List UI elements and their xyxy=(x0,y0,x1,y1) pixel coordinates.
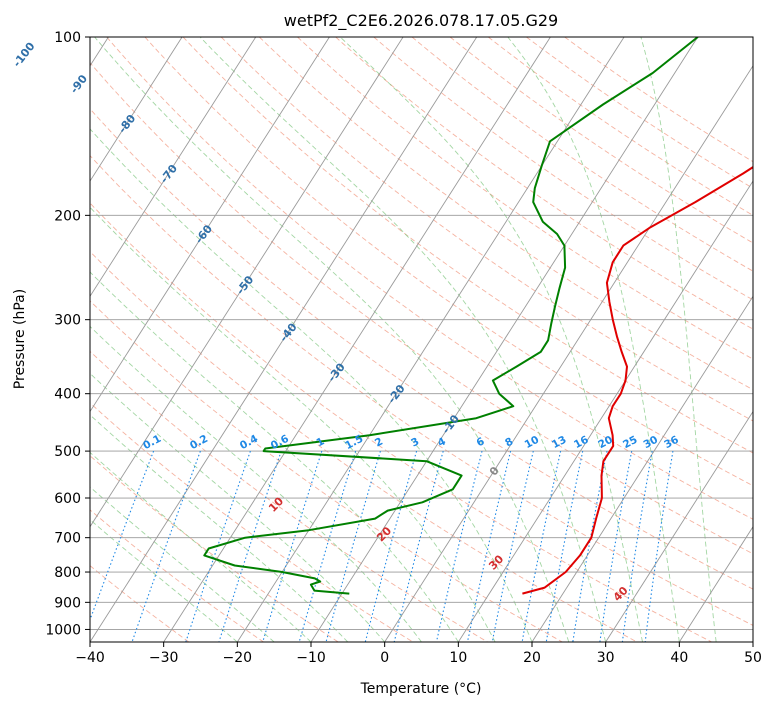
x-tick-label: 30 xyxy=(597,650,615,666)
y-tick-label: 300 xyxy=(54,313,81,329)
y-tick-label: 200 xyxy=(54,208,81,224)
y-tick-label: 600 xyxy=(54,491,81,507)
chart-title: wetPf2_C2E6.2026.078.17.05.G29 xyxy=(284,11,558,31)
x-axis-label: Temperature (°C) xyxy=(360,681,482,697)
x-tick-label: 40 xyxy=(670,650,688,666)
y-axis-label: Pressure (hPa) xyxy=(12,289,28,389)
x-tick-label: 50 xyxy=(744,650,762,666)
y-tick-label: 100 xyxy=(54,30,81,46)
y-tick-label: 900 xyxy=(54,595,81,611)
x-tick-label: −20 xyxy=(223,650,253,666)
x-tick-label: −30 xyxy=(149,650,179,666)
x-tick-label: 0 xyxy=(380,650,389,666)
y-tick-label: 500 xyxy=(54,444,81,460)
x-tick-label: 10 xyxy=(449,650,467,666)
y-tick-label: 400 xyxy=(54,387,81,403)
y-tick-label: 800 xyxy=(54,565,81,581)
y-tick-label: 700 xyxy=(54,531,81,547)
x-tick-label: 20 xyxy=(523,650,541,666)
x-tick-label: −40 xyxy=(75,650,105,666)
y-tick-label: 1000 xyxy=(45,622,81,638)
x-tick-label: −10 xyxy=(296,650,326,666)
